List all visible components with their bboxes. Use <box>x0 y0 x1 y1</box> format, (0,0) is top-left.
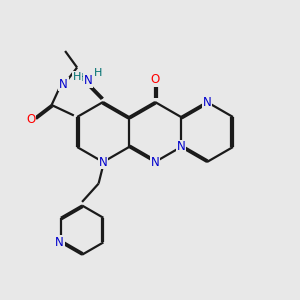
Text: O: O <box>26 112 35 126</box>
Text: N: N <box>84 74 92 87</box>
Text: N: N <box>59 77 68 91</box>
Text: N: N <box>55 236 64 249</box>
Text: N: N <box>202 95 211 109</box>
Text: O: O <box>150 73 160 86</box>
Text: H: H <box>94 68 102 78</box>
Text: N: N <box>99 155 107 169</box>
Text: N: N <box>151 155 159 169</box>
Text: H: H <box>73 71 81 82</box>
Text: N: N <box>177 140 185 154</box>
Text: NH: NH <box>73 73 90 83</box>
